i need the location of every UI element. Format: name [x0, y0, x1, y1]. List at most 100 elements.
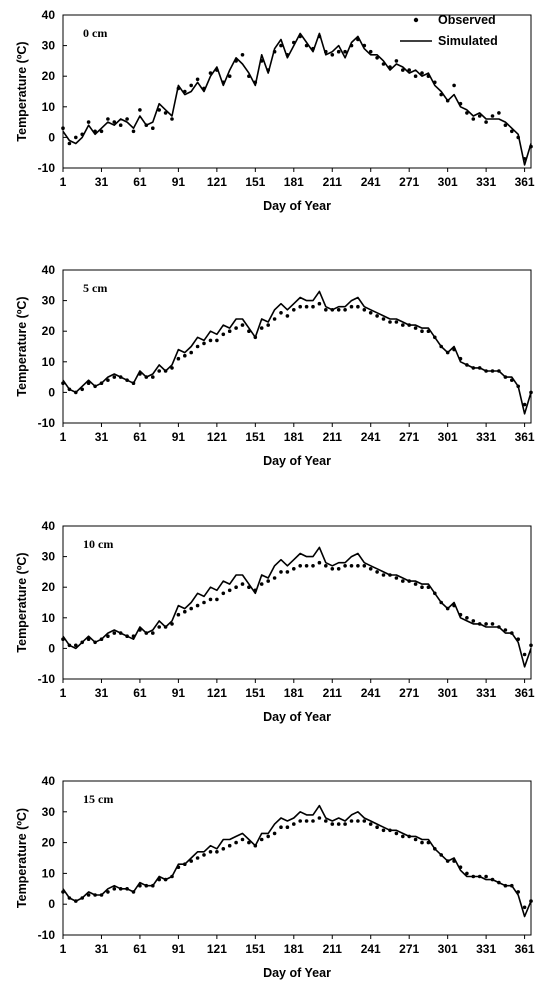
- x-tick-label: 121: [207, 430, 227, 444]
- observed-point: [292, 567, 296, 571]
- y-tick-label: 30: [42, 805, 56, 819]
- observed-point: [490, 622, 495, 626]
- observed-point: [221, 332, 226, 337]
- depth-label: 15 cm: [83, 792, 113, 806]
- x-tick-label: 361: [515, 430, 535, 444]
- x-tick-label: 211: [323, 175, 343, 189]
- observed-point: [259, 326, 264, 330]
- y-tick-label: 40: [42, 8, 56, 22]
- observed-point: [420, 71, 424, 75]
- observed-point: [266, 834, 271, 839]
- observed-point: [452, 83, 456, 88]
- observed-point: [465, 871, 469, 876]
- observed-point: [176, 356, 181, 361]
- observed-point: [465, 616, 469, 620]
- observed-point: [522, 402, 527, 407]
- observed-point: [471, 117, 476, 121]
- observed-point: [202, 853, 206, 857]
- plot-frame: [62, 780, 532, 936]
- y-tick-label: -10: [38, 416, 56, 430]
- x-tick-label: 331: [476, 430, 496, 444]
- observed-point: [234, 840, 238, 845]
- observed-point: [490, 114, 495, 118]
- observed-point: [477, 114, 482, 118]
- observed-point: [362, 564, 367, 568]
- x-tick-label: 151: [245, 942, 265, 956]
- observed-point: [304, 819, 309, 823]
- x-tick-label: 241: [361, 942, 381, 956]
- observed-point: [227, 329, 232, 334]
- observed-point: [86, 381, 91, 386]
- observed-point: [272, 576, 277, 580]
- x-tick-label: 211: [323, 430, 343, 444]
- x-tick-label: 181: [284, 942, 304, 956]
- observed-point: [292, 308, 296, 312]
- observed-point: [183, 609, 187, 614]
- observed-point: [381, 573, 386, 577]
- observed-point: [381, 828, 386, 833]
- observed-point: [420, 585, 424, 589]
- observed-point: [349, 819, 354, 823]
- x-tick-label: 271: [399, 686, 419, 700]
- observed-point: [259, 582, 264, 586]
- observed-point: [80, 387, 84, 392]
- y-tick-label: 10: [42, 611, 56, 625]
- observed-point: [234, 585, 238, 589]
- x-tick-label: 271: [399, 942, 419, 956]
- x-tick-label: 181: [284, 430, 304, 444]
- observed-point: [227, 74, 232, 78]
- observed-point: [176, 612, 181, 617]
- observed-point: [356, 304, 360, 309]
- observed-point: [157, 369, 161, 373]
- y-tick-label: 10: [42, 866, 56, 880]
- observed-point: [189, 350, 193, 355]
- y-tick-label: 30: [42, 550, 56, 564]
- y-axis-title: Temperature (ºC): [15, 41, 29, 141]
- observed-point: [106, 117, 110, 121]
- observed-point: [375, 56, 379, 60]
- chart-panel-0: -10 0 10 20 30 40 1 31 61 91 121 151 181 211 241 271 301…: [15, 8, 535, 213]
- observed-point: [106, 890, 110, 894]
- observed-point: [304, 304, 309, 309]
- observed-point: [401, 834, 405, 839]
- x-tick-label: 61: [133, 430, 147, 444]
- observed-point: [215, 338, 219, 343]
- y-tick-label: 0: [48, 641, 55, 655]
- observed-point: [407, 68, 412, 72]
- observed-point: [112, 887, 117, 891]
- observed-point: [208, 597, 213, 602]
- observed-point: [394, 831, 399, 836]
- observed-point: [272, 831, 277, 836]
- x-tick-label: 211: [323, 942, 343, 956]
- observed-point: [368, 49, 373, 54]
- y-tick-label: 20: [42, 580, 56, 594]
- observed-point: [343, 564, 347, 568]
- observed-point: [189, 83, 193, 88]
- observed-point: [394, 576, 399, 580]
- observed-point: [368, 567, 373, 571]
- observed-point: [202, 341, 206, 346]
- observed-point: [215, 850, 219, 854]
- x-tick-label: 121: [207, 942, 227, 956]
- x-tick-label: 361: [515, 686, 535, 700]
- x-tick-label: 271: [399, 430, 419, 444]
- series-line-simulated: [62, 804, 532, 918]
- observed-point: [298, 304, 303, 309]
- y-tick-label: 40: [42, 519, 56, 533]
- observed-point: [356, 819, 360, 823]
- observed-point: [413, 74, 418, 78]
- observed-point: [503, 123, 508, 127]
- observed-point: [349, 304, 354, 309]
- observed-point: [202, 600, 206, 605]
- observed-point: [208, 338, 213, 343]
- observed-point: [324, 564, 328, 568]
- observed-point: [215, 597, 219, 602]
- depth-label: 5 cm: [83, 281, 107, 295]
- observed-point: [336, 567, 341, 571]
- x-tick-label: 181: [284, 175, 304, 189]
- observed-point: [259, 837, 264, 842]
- observed-point: [330, 53, 335, 57]
- y-tick-label: 20: [42, 69, 56, 83]
- y-tick-label: 0: [48, 385, 55, 399]
